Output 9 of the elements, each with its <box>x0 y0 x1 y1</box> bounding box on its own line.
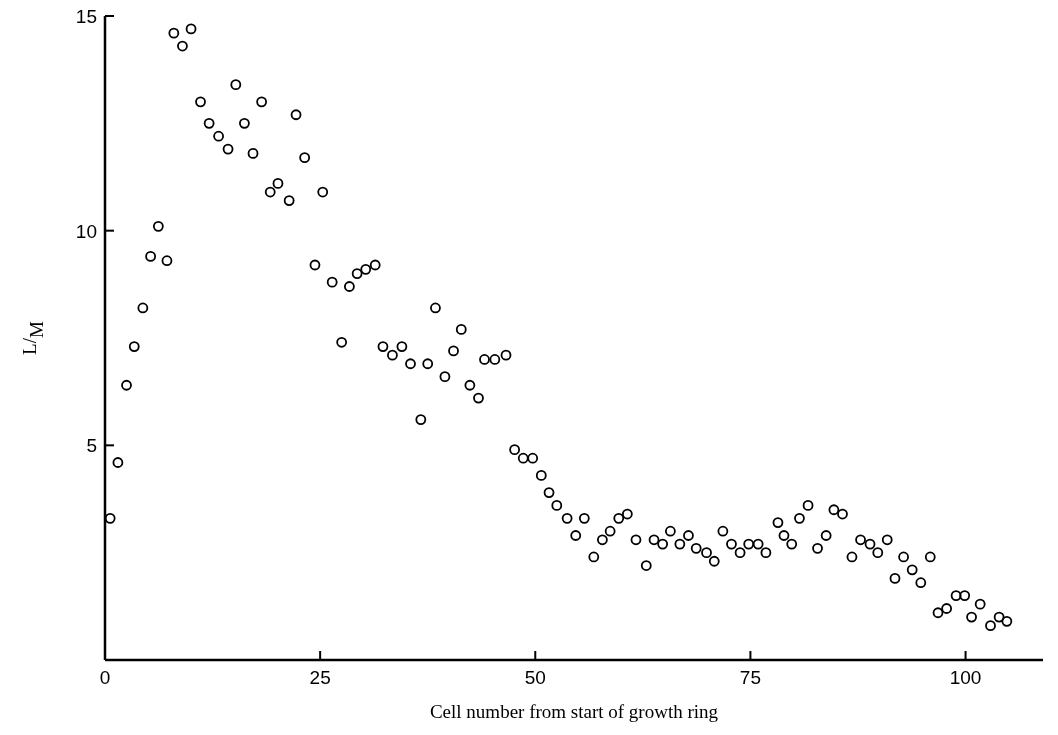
x-tick-label: 25 <box>309 667 331 688</box>
y-tick-label: 15 <box>75 6 97 27</box>
x-axis-title: Cell number from start of growth ring <box>429 701 719 722</box>
x-tick-label: 100 <box>949 667 982 688</box>
y-tick-label: 10 <box>75 220 97 242</box>
x-tick-label: 0 <box>99 667 111 688</box>
x-tick-label: 50 <box>524 667 546 688</box>
x-tick-label: 75 <box>739 667 761 688</box>
y-tick-label: 5 <box>86 435 97 457</box>
